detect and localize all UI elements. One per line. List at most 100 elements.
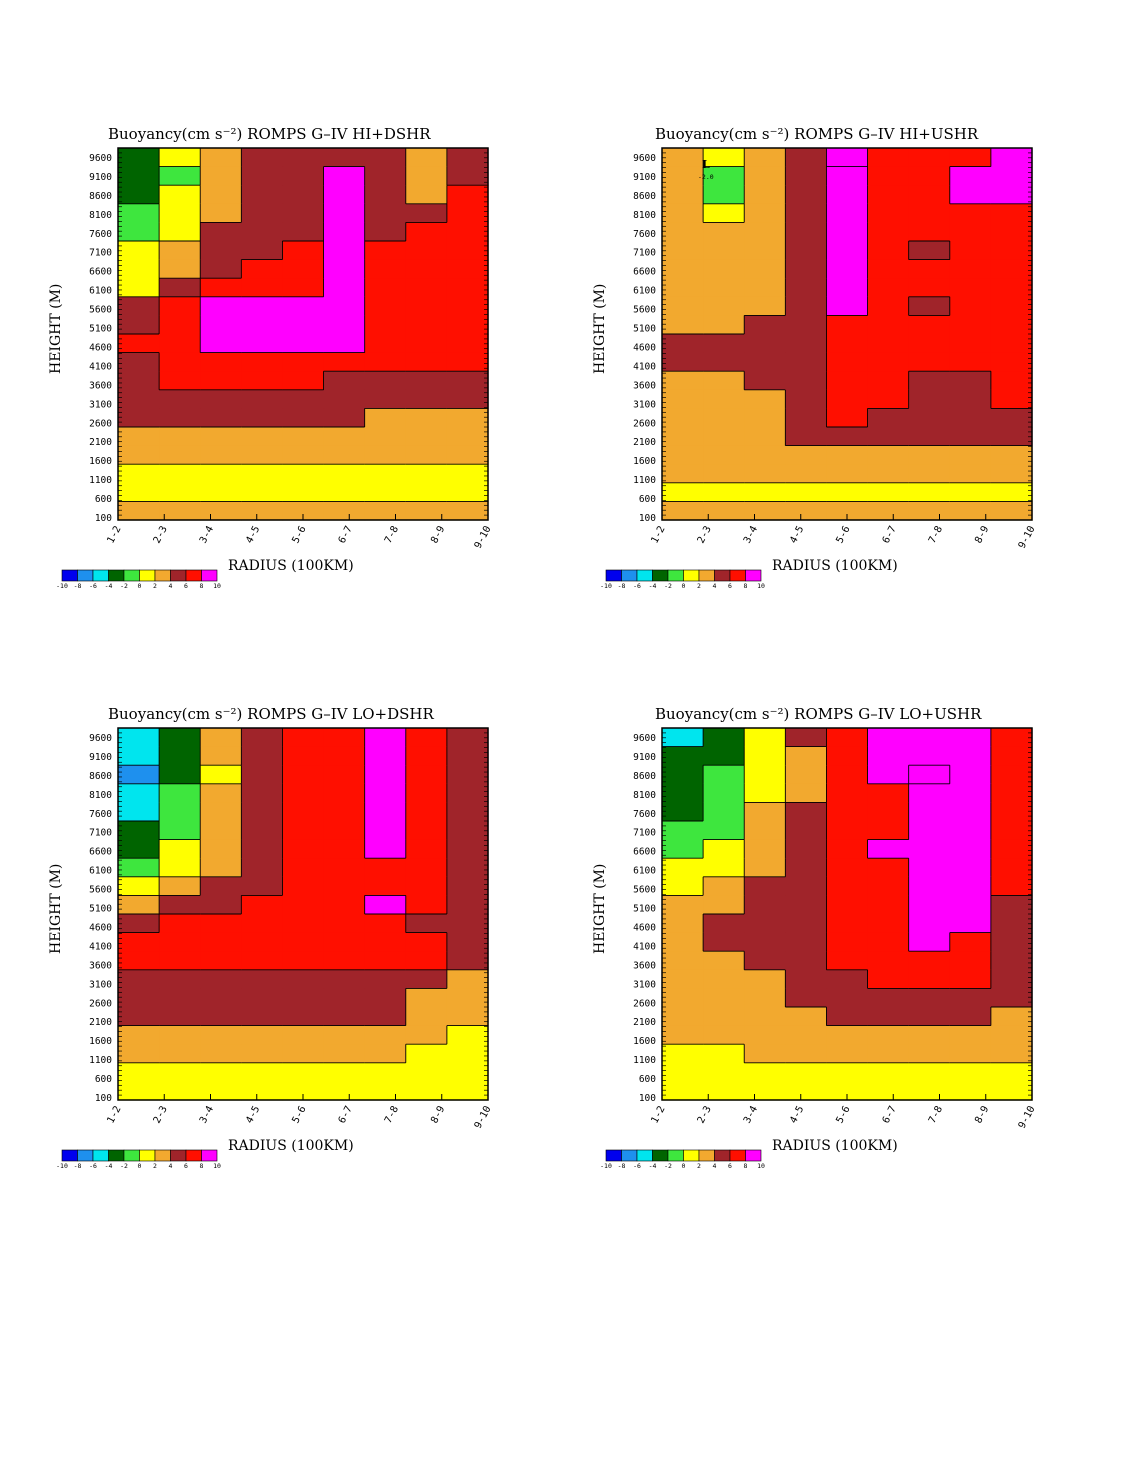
y-tick-label: 9100 [633, 172, 656, 183]
heatmap-cell [446, 914, 489, 934]
heatmap-cell [241, 765, 284, 785]
heatmap-cell [662, 445, 704, 465]
heatmap-cell [405, 203, 448, 223]
heatmap-cell [949, 1025, 992, 1045]
heatmap-cell [282, 728, 325, 748]
colorbar-swatch [92, 1149, 109, 1162]
heatmap-cell [908, 501, 951, 521]
heatmap-cell [703, 185, 745, 205]
heatmap-cell [785, 969, 828, 989]
heatmap-cell [282, 222, 325, 242]
heatmap-cell [662, 783, 704, 803]
heatmap-cell [446, 389, 489, 409]
heatmap-cell [118, 746, 160, 766]
heatmap-cell [744, 464, 786, 484]
heatmap-cell [867, 1081, 910, 1101]
heatmap-cell [867, 876, 910, 896]
heatmap-cell [446, 895, 489, 915]
heatmap-cell [241, 334, 284, 354]
heatmap-cell [662, 352, 704, 372]
y-tick-label: 5100 [89, 904, 112, 915]
heatmap-cell [241, 148, 284, 168]
y-tick-label: 9600 [633, 733, 656, 744]
heatmap-cell [744, 895, 786, 915]
heatmap-cell [159, 148, 201, 168]
heatmap-cell [867, 501, 910, 521]
heatmap-cell [159, 932, 201, 952]
heatmap-cell [364, 839, 407, 859]
heatmap-cell [949, 1062, 992, 1082]
heatmap-cell [282, 1062, 325, 1082]
heatmap-cell [241, 1025, 284, 1045]
heatmap-cell [323, 988, 366, 1008]
heatmap-cell [118, 185, 160, 205]
x-tick-label: 1-2 [105, 524, 123, 545]
heatmap-cell [118, 241, 160, 261]
heatmap-cell [200, 728, 242, 748]
heatmap-cell [364, 969, 407, 989]
y-tick-label: 8600 [89, 191, 112, 202]
heatmap-cell [200, 222, 242, 242]
heatmap-cell [990, 464, 1033, 484]
heatmap-cell [703, 746, 745, 766]
heatmap-cell [867, 427, 910, 447]
heatmap-cell [662, 222, 704, 242]
heatmap-cell [908, 1025, 951, 1045]
heatmap-cell [323, 501, 366, 521]
y-tick-label: 2100 [633, 1017, 656, 1028]
y-tick-label: 9100 [633, 752, 656, 763]
heatmap-cell [405, 765, 448, 785]
y-tick-label: 6100 [89, 286, 112, 297]
heatmap-cell [405, 501, 448, 521]
heatmap-cell [662, 296, 704, 316]
heatmap-cell [200, 1044, 242, 1064]
heatmap-cell [364, 988, 407, 1008]
heatmap-cell [241, 241, 284, 261]
heatmap-cell [323, 1007, 366, 1027]
heatmap-cell [949, 765, 992, 785]
heatmap-cell [200, 464, 242, 484]
heatmap-cell [908, 334, 951, 354]
heatmap-cell [826, 783, 869, 803]
heatmap-cell [826, 501, 869, 521]
x-tick-label: 7-8 [927, 1104, 945, 1125]
x-tick-label: 3-4 [742, 524, 760, 545]
heatmap-cell [241, 914, 284, 934]
heatmap-cell [282, 408, 325, 428]
heatmap-cell [703, 464, 745, 484]
heatmap-cell [323, 185, 366, 205]
heatmap-cell [826, 185, 869, 205]
y-tick-label: 100 [639, 1093, 656, 1104]
heatmap-cell [867, 222, 910, 242]
heatmap-cell [908, 464, 951, 484]
heatmap-cell [703, 501, 745, 521]
heatmap-cell [241, 1062, 284, 1082]
heatmap-cell [241, 895, 284, 915]
heatmap-cell [662, 427, 704, 447]
heatmap-cell [364, 185, 407, 205]
colorbar-swatch [139, 569, 156, 582]
y-tick-label: 6100 [633, 866, 656, 877]
y-tick-label: 9100 [89, 172, 112, 183]
heatmap-cell [446, 427, 489, 447]
heatmap-cell [990, 932, 1033, 952]
heatmap-cell [826, 802, 869, 822]
chart-title: Buoyancy(cm s⁻²) ROMPS G–IV LO+DSHR [108, 705, 434, 723]
heatmap-cell [949, 951, 992, 971]
heatmap-cell [364, 278, 407, 298]
heatmap-cell [744, 821, 786, 841]
heatmap-cell [282, 914, 325, 934]
heatmap-cell [241, 1044, 284, 1064]
heatmap-cell [703, 765, 745, 785]
heatmap-cell [785, 783, 828, 803]
heatmap-cell [282, 1007, 325, 1027]
heatmap-cell [405, 464, 448, 484]
heatmap-cell [908, 1007, 951, 1027]
low-marker-label: L [702, 158, 710, 171]
heatmap-cell [703, 1044, 745, 1064]
heatmap-cell [949, 858, 992, 878]
heatmap-cell [949, 203, 992, 223]
heatmap-cell [990, 969, 1033, 989]
heatmap-cell [364, 222, 407, 242]
heatmap-cell [282, 185, 325, 205]
